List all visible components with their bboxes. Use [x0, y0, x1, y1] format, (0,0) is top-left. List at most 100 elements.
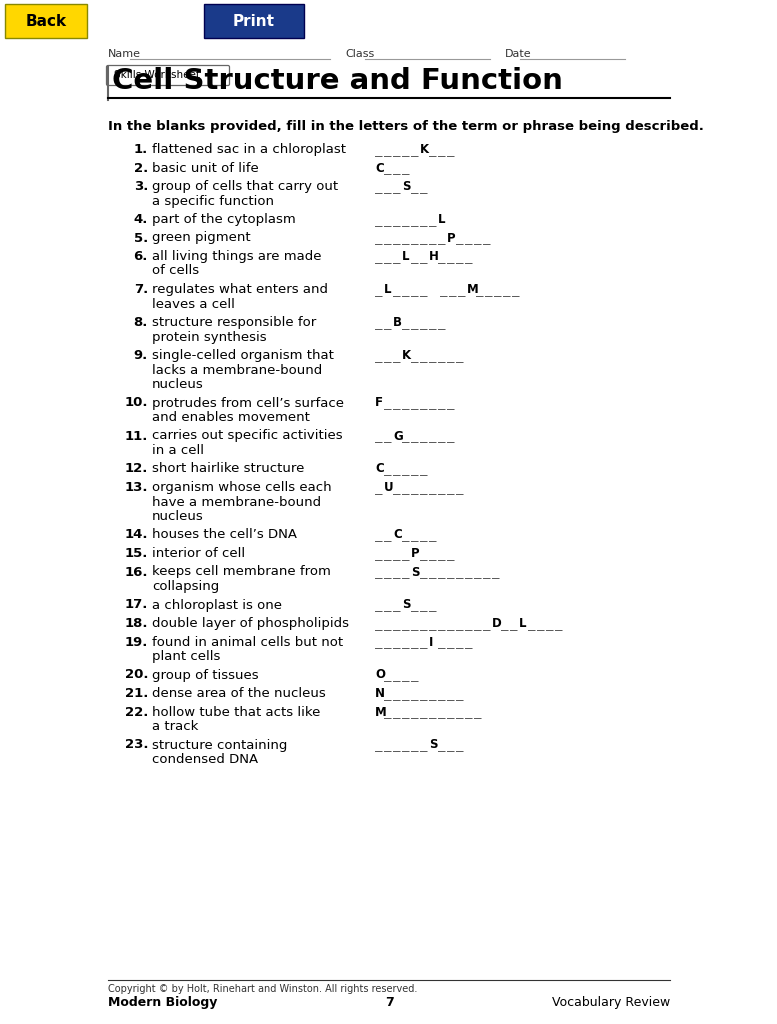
Text: _: _ — [420, 566, 427, 580]
Text: leaves a cell: leaves a cell — [152, 298, 235, 310]
Text: _: _ — [528, 618, 535, 631]
Text: _: _ — [420, 707, 427, 720]
Text: _: _ — [429, 232, 437, 246]
Text: _: _ — [494, 284, 501, 297]
Text: _: _ — [411, 397, 419, 411]
Text: _: _ — [429, 144, 437, 157]
Text: _: _ — [393, 181, 400, 194]
Text: condensed DNA: condensed DNA — [152, 753, 258, 766]
Text: _: _ — [420, 232, 427, 246]
Text: _: _ — [456, 637, 464, 649]
Text: _: _ — [384, 214, 392, 227]
Text: _: _ — [485, 284, 493, 297]
Text: 1.: 1. — [134, 143, 148, 156]
Text: _: _ — [438, 144, 445, 157]
Text: L: L — [438, 213, 445, 226]
Text: 20.: 20. — [124, 669, 148, 682]
Text: _: _ — [429, 618, 437, 631]
Text: In the blanks provided, fill in the letters of the term or phrase being describe: In the blanks provided, fill in the lett… — [108, 120, 704, 133]
Text: single-celled organism that: single-celled organism that — [152, 349, 334, 362]
Text: houses the cell’s DNA: houses the cell’s DNA — [152, 528, 297, 542]
Text: _: _ — [420, 618, 427, 631]
Text: _: _ — [384, 618, 392, 631]
Text: basic unit of life: basic unit of life — [152, 162, 259, 174]
Text: _: _ — [402, 688, 409, 701]
Text: _: _ — [447, 739, 455, 753]
Text: hollow tube that acts like: hollow tube that acts like — [152, 706, 320, 719]
Text: O: O — [375, 669, 385, 682]
Text: _: _ — [429, 548, 437, 561]
Text: 5.: 5. — [134, 231, 148, 245]
Text: _: _ — [447, 707, 455, 720]
Text: _: _ — [384, 529, 392, 543]
Text: _: _ — [429, 397, 437, 411]
Text: _: _ — [501, 618, 508, 631]
Text: _: _ — [393, 637, 400, 649]
Text: _: _ — [429, 482, 437, 495]
Text: _: _ — [438, 548, 445, 561]
Text: _: _ — [393, 284, 400, 297]
Text: Class: Class — [345, 49, 375, 59]
Text: _: _ — [411, 688, 419, 701]
Text: _: _ — [438, 232, 445, 246]
Text: _: _ — [420, 548, 427, 561]
Text: _: _ — [483, 566, 490, 580]
Text: _: _ — [456, 688, 464, 701]
Text: _: _ — [447, 637, 455, 649]
Text: protein synthesis: protein synthesis — [152, 331, 267, 343]
Text: _: _ — [402, 548, 409, 561]
Text: _: _ — [402, 430, 409, 443]
Text: _: _ — [420, 599, 427, 612]
Text: _: _ — [384, 232, 392, 246]
Text: _: _ — [447, 144, 455, 157]
Text: _: _ — [447, 548, 455, 561]
Text: G: G — [393, 429, 402, 442]
Text: dense area of the nucleus: dense area of the nucleus — [152, 687, 326, 700]
Text: _: _ — [440, 284, 448, 297]
Text: _: _ — [384, 688, 392, 701]
Text: nucleus: nucleus — [152, 378, 204, 391]
Text: _: _ — [411, 482, 419, 495]
Text: 15.: 15. — [124, 547, 148, 560]
Text: K: K — [420, 143, 429, 156]
Text: I: I — [429, 636, 434, 648]
Text: _: _ — [411, 430, 419, 443]
FancyBboxPatch shape — [5, 4, 87, 38]
Text: _: _ — [402, 739, 409, 753]
Text: _: _ — [420, 482, 427, 495]
Text: 9.: 9. — [134, 349, 148, 362]
Text: _: _ — [384, 163, 392, 175]
Text: double layer of phospholipids: double layer of phospholipids — [152, 617, 349, 630]
Text: _: _ — [402, 144, 409, 157]
Text: flattened sac in a chloroplast: flattened sac in a chloroplast — [152, 143, 346, 156]
Text: _: _ — [546, 618, 553, 631]
Text: _: _ — [429, 317, 437, 330]
Text: _: _ — [384, 566, 392, 580]
Text: _: _ — [375, 214, 382, 227]
Text: Modern Biology: Modern Biology — [108, 996, 218, 1009]
Text: _: _ — [384, 251, 392, 264]
Text: _: _ — [429, 214, 437, 227]
Text: _: _ — [456, 232, 464, 246]
Text: _: _ — [402, 232, 409, 246]
Text: _: _ — [465, 251, 472, 264]
Text: _: _ — [420, 181, 427, 194]
Text: 16.: 16. — [124, 565, 148, 579]
Text: _: _ — [393, 214, 400, 227]
Text: U: U — [384, 481, 394, 494]
Text: have a membrane-bound: have a membrane-bound — [152, 496, 321, 509]
Text: 21.: 21. — [124, 687, 148, 700]
Text: _: _ — [537, 618, 545, 631]
FancyBboxPatch shape — [204, 4, 304, 38]
Text: _: _ — [402, 317, 409, 330]
Text: _: _ — [447, 618, 455, 631]
Text: and enables movement: and enables movement — [152, 411, 310, 424]
Text: _: _ — [438, 566, 445, 580]
Text: _: _ — [456, 739, 464, 753]
Text: _: _ — [438, 317, 445, 330]
Text: _: _ — [465, 618, 472, 631]
Text: _: _ — [375, 548, 382, 561]
Text: _: _ — [483, 232, 490, 246]
Text: found in animal cells but not: found in animal cells but not — [152, 636, 343, 648]
Text: _: _ — [375, 529, 382, 543]
